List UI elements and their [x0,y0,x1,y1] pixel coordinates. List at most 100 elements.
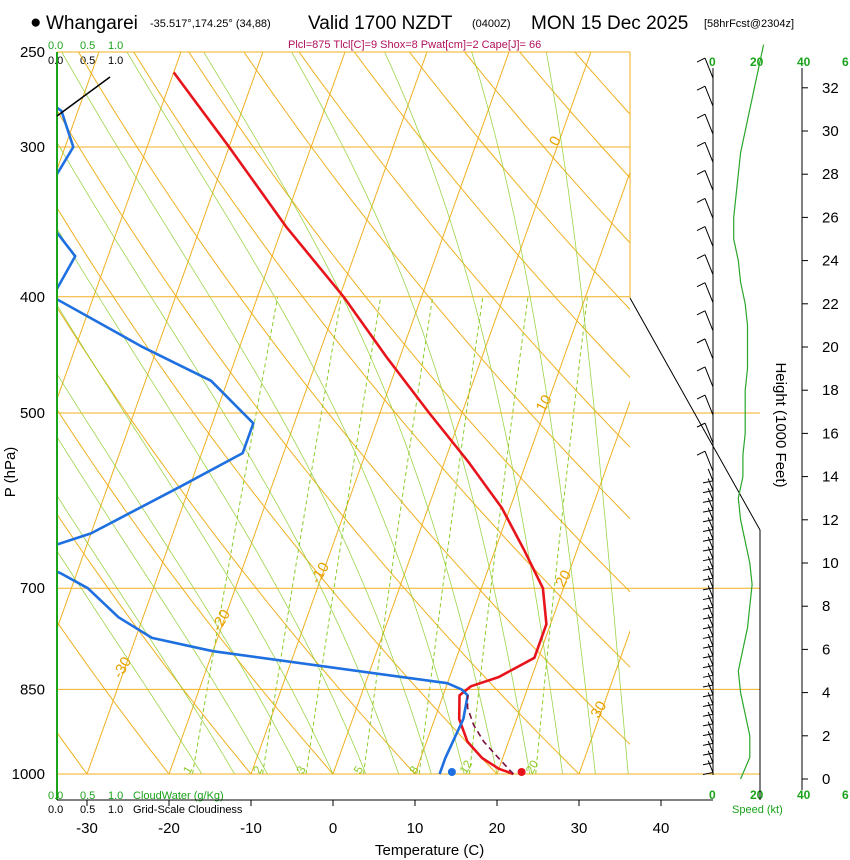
valid-utc: (0400Z) [472,18,511,30]
cloudwater-tick-bottom-1: 0.5 [80,790,95,802]
wind-barb-flag [702,713,714,717]
cloudiness-tick-bottom-0: 0.0 [48,804,63,816]
wind-barb [696,422,714,444]
isotherm-label: 10 [533,392,556,415]
moist-adiabat-line [57,494,235,775]
moist-adiabat-line [545,52,629,775]
pressure-tick-label: 400 [20,289,45,306]
wind-barb [702,565,714,581]
height-tick-label: 26 [822,209,839,226]
wind-barb [702,488,714,503]
mixing-ratio-label: 12 [457,757,476,776]
cloudwater-tick-top-1: 0.5 [80,40,95,52]
wind-speed-profile [733,44,765,780]
wind-barb [702,750,714,766]
wind-barb-flag [702,616,714,620]
height-tick-label: 28 [822,166,839,183]
wind-barb-flag [702,587,714,591]
x-axis-title: Temperature (C) [375,842,484,859]
wind-barb-staff [704,338,714,360]
station-bullet: ● [30,12,41,33]
wind-barb-staff [707,702,714,715]
height-tick-label: 16 [822,425,839,442]
speed-tick-bottom-0: 0 [709,788,716,802]
height-tick-label: 10 [822,555,839,572]
height-tick-label: 2 [822,728,830,745]
wind-barb [702,721,714,737]
pressure-tick-label: 500 [20,405,45,422]
wind-barb [702,585,714,601]
wind-barb [702,760,714,776]
pressure-tick-label: 700 [20,580,45,597]
wind-barb [696,450,714,472]
wind-barb-flag [702,674,714,678]
height-tick-label: 20 [822,339,839,356]
station-name: Whangarei [46,13,138,34]
wind-barb-staff [704,254,714,275]
axis-ticks: 250 300 400 500 700 850 1000 -30 -20 -10 0 10 20 30 40 [12,44,670,837]
forecast-label: [58hrFcst@2304z] [704,18,794,30]
sounding-series [57,71,548,776]
wind-barb-flag [702,655,714,659]
wind-barb-staff [704,85,714,107]
wind-barb [702,595,714,610]
wind-barb [696,85,714,107]
x-tick-label: 40 [653,820,670,837]
dewpoint-line [57,106,469,775]
wind-barb [696,198,714,219]
cloudwater-tick-top-2: 1.0 [108,40,123,52]
wind-barb-flag [702,752,714,756]
moist-adiabat-line [57,550,203,775]
cloudwater-tick-bottom-0: 0.0 [48,790,63,802]
wind-barb [702,643,714,659]
cloudiness-tick-bottom-1: 0.5 [80,804,95,816]
wind-barb-staff [707,517,714,530]
wind-barb-staff [704,226,714,247]
valid-time: Valid 1700 NZDT [308,13,453,34]
wind-barb-staff [704,114,714,135]
wind-barb-staff [704,451,714,472]
wind-barb-flag [696,198,706,203]
moist-adiabat-line [384,52,563,775]
wind-barb [696,394,714,416]
wind-barb-flag [702,665,714,669]
moist-adiabat-line [203,52,498,775]
wind-barb [696,57,714,79]
wind-barb-flag [696,310,706,316]
wind-barb-staff [707,740,714,754]
wind-barb-flag [702,703,714,707]
wind-barb-flag [696,85,706,91]
wind-barb-staff [704,57,714,79]
moist-adiabat-line [471,52,596,775]
wind-barb-staff [707,488,714,501]
x-tick-label: 0 [329,820,337,837]
wind-barb-flag [702,762,714,766]
wind-barb [696,366,714,388]
pressure-tick-label: 300 [20,139,45,156]
wind-barb [696,282,714,303]
wind-barb-flag [702,480,714,484]
x-tick-label: 20 [489,820,506,837]
wind-barb-flag [702,519,714,523]
isobar-lines [57,51,760,775]
wind-barb-staff [707,546,714,559]
speed-tick-top-3: 6 [842,55,849,69]
speed-tick-top-0: 0 [709,55,716,69]
cloudwater-tick-top-0: 0.0 [48,40,63,52]
wind-barb-staff [707,643,714,657]
wind-barb-staff [707,575,714,589]
wind-barb-flag [702,567,714,571]
wind-barb-flag [702,597,714,601]
wind-barb-staff [707,556,714,569]
wind-barb [702,653,714,669]
isotherm-label: -10 [307,559,333,586]
isotherm-label: 30 [587,698,610,721]
cloudiness-tick-top-0: 0.0 [48,55,63,67]
y-axis-title: P (hPa) [2,447,19,498]
mixing-ratio-line [418,296,484,775]
wind-barb-staff [707,507,714,520]
moist-adiabat-line [57,227,367,775]
wind-barb-staff [707,527,714,540]
wind-barb [696,338,714,360]
wind-barb-staff [707,614,714,627]
